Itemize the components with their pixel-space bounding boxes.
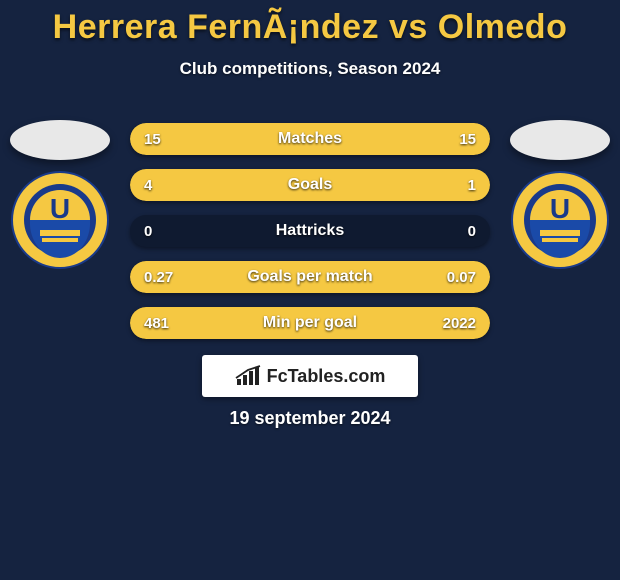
club-crest-left: U: [10, 170, 110, 270]
bar-label: Goals: [130, 169, 490, 201]
stat-bar: 481 Min per goal 2022: [130, 307, 490, 339]
avatar-right: [510, 120, 610, 160]
bar-label: Goals per match: [130, 261, 490, 293]
bar-value-right: 2022: [443, 307, 476, 339]
stats-bars: 15 Matches 15 4 Goals 1 0 Hattricks 0 0.…: [130, 123, 490, 339]
svg-text:U: U: [550, 193, 570, 224]
date-text: 19 september 2024: [0, 408, 620, 429]
stat-bar: 4 Goals 1: [130, 169, 490, 201]
stat-bar: 0 Hattricks 0: [130, 215, 490, 247]
bar-value-right: 0.07: [447, 261, 476, 293]
brand-text: FcTables.com: [267, 366, 386, 387]
bar-value-right: 15: [459, 123, 476, 155]
bar-label: Min per goal: [130, 307, 490, 339]
club-crest-right: U: [510, 170, 610, 270]
svg-text:U: U: [50, 193, 70, 224]
brand-badge: FcTables.com: [202, 355, 418, 397]
bar-value-right: 0: [468, 215, 476, 247]
chart-icon: [235, 365, 261, 387]
avatar-left: [10, 120, 110, 160]
page-title: Herrera FernÃ¡ndez vs Olmedo: [0, 0, 620, 47]
bar-value-right: 1: [468, 169, 476, 201]
bar-label: Hattricks: [130, 215, 490, 247]
subtitle: Club competitions, Season 2024: [0, 59, 620, 79]
stat-bar: 0.27 Goals per match 0.07: [130, 261, 490, 293]
stat-bar: 15 Matches 15: [130, 123, 490, 155]
bar-label: Matches: [130, 123, 490, 155]
